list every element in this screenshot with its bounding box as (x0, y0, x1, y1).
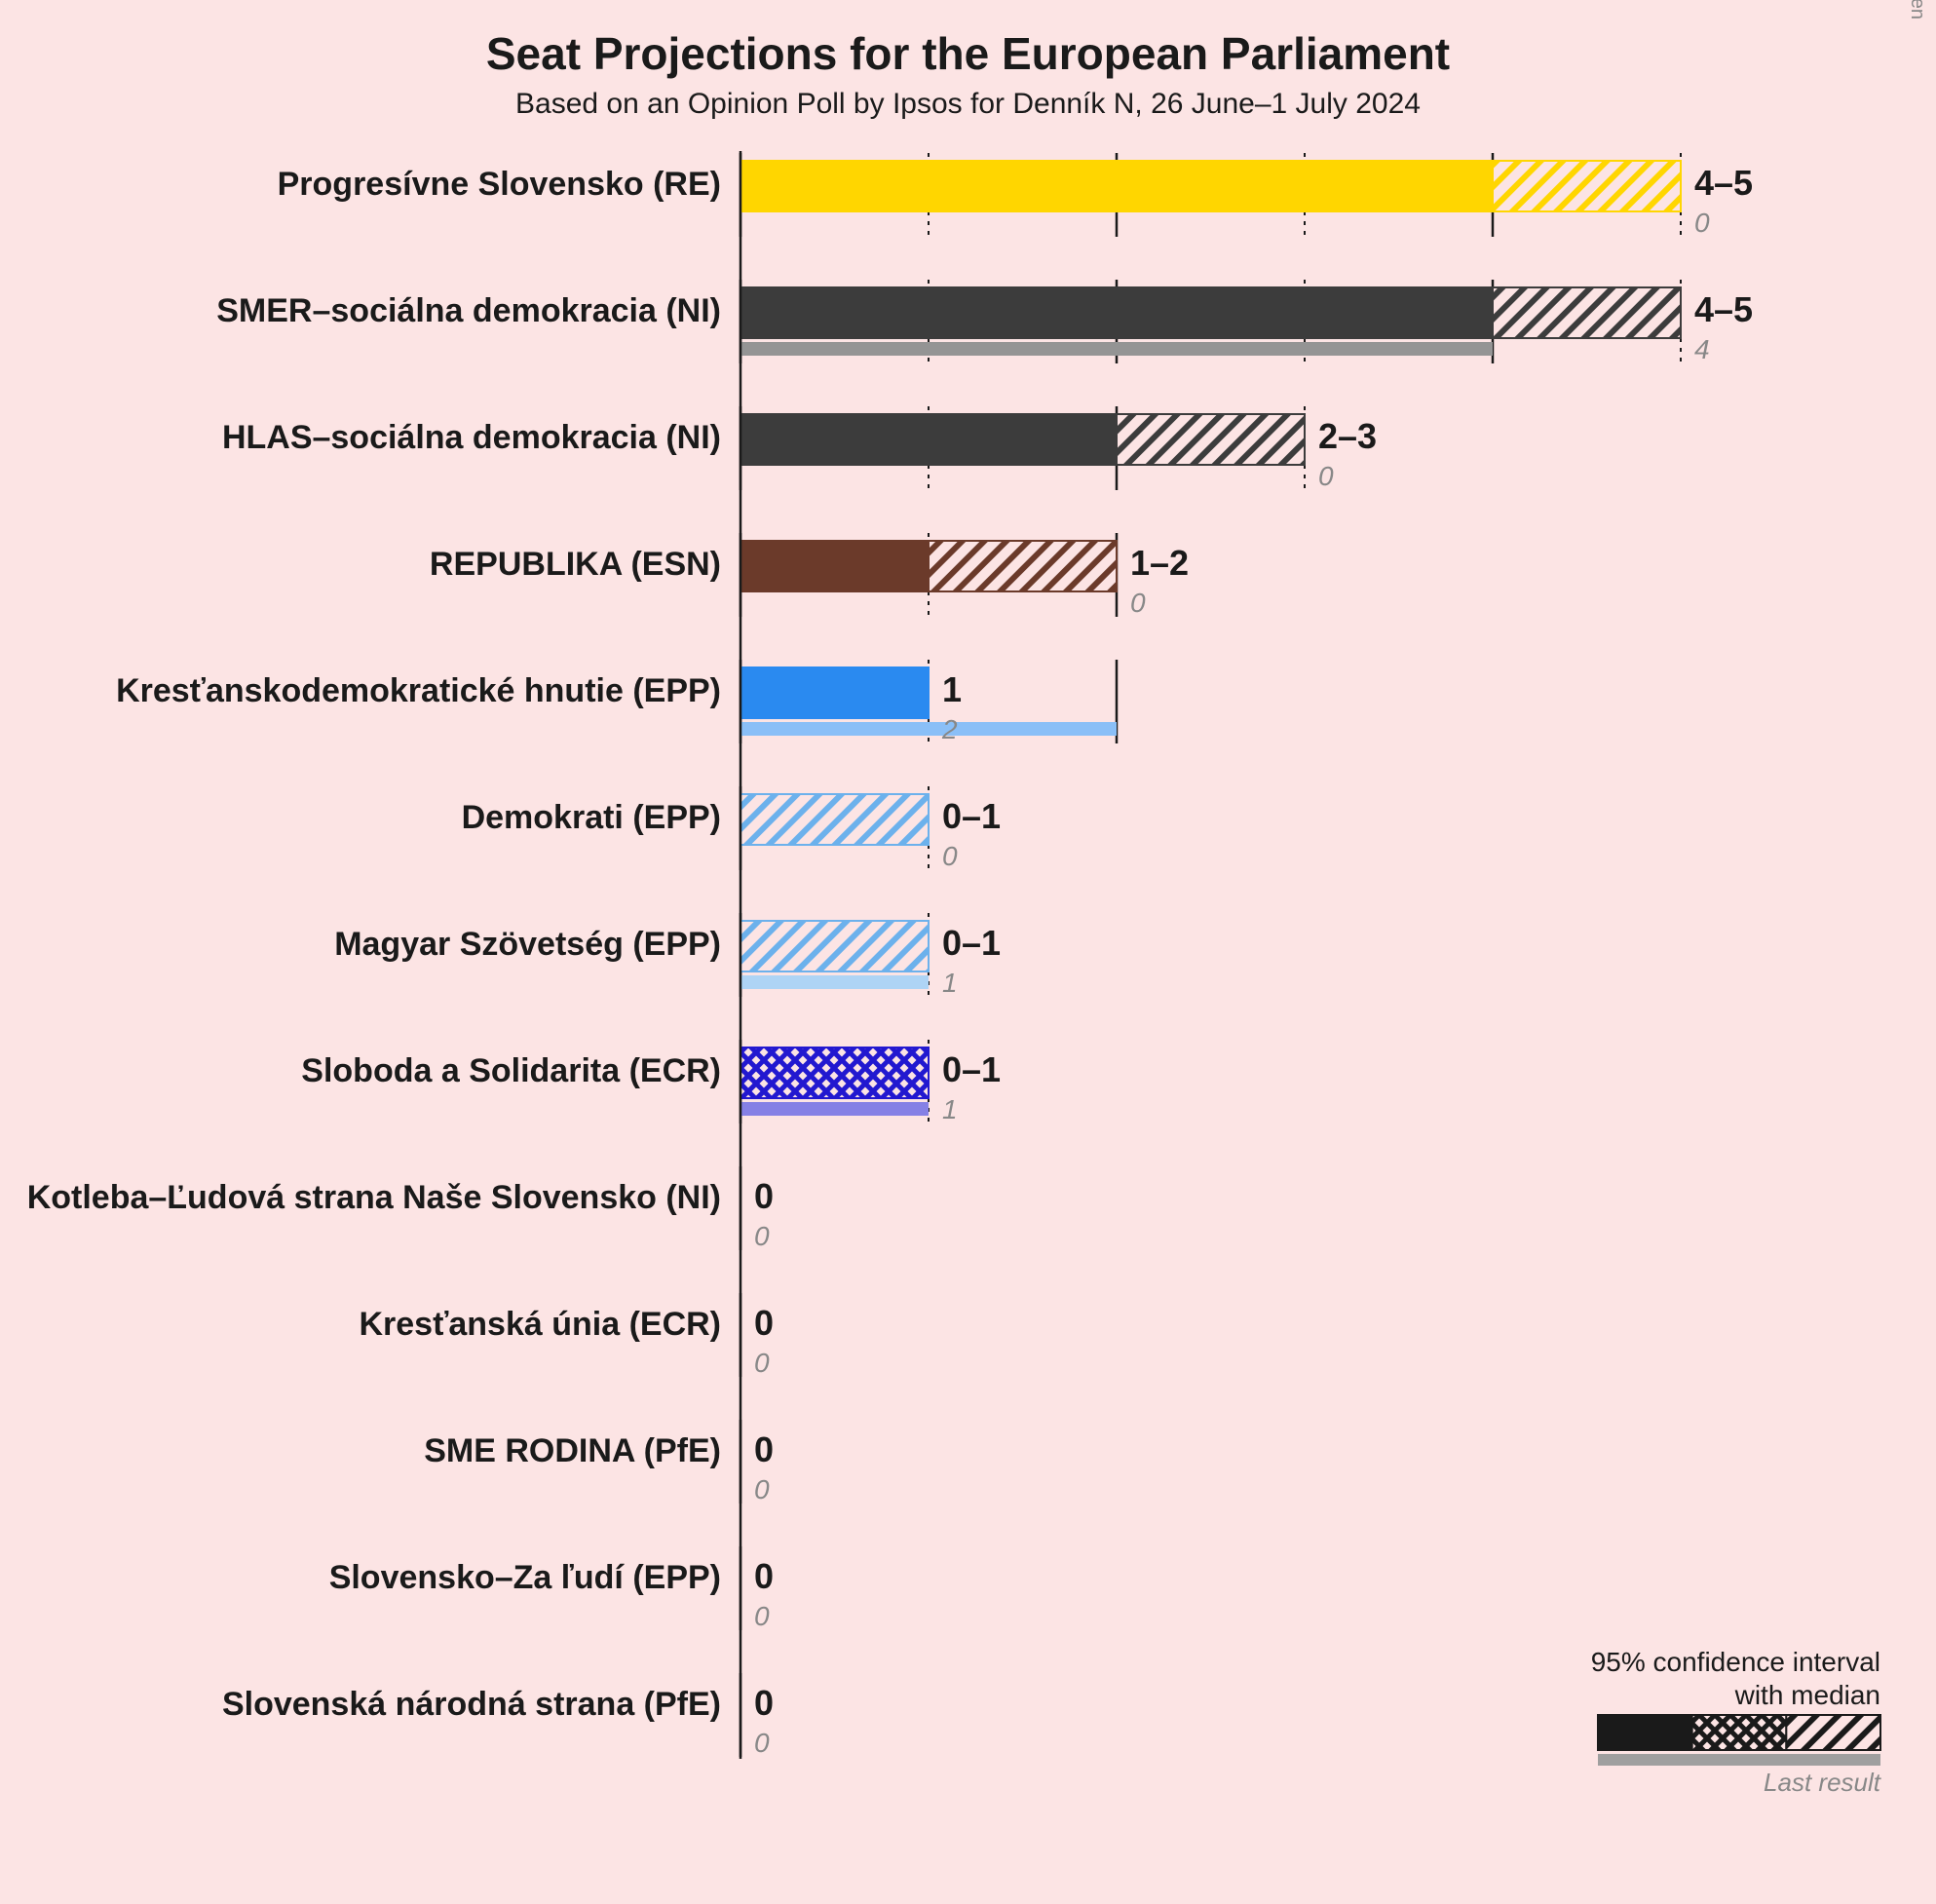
party-label: HLAS–sociálna demokracia (NI) (0, 419, 721, 457)
party-label: SMER–sociálna demokracia (NI) (0, 292, 721, 330)
party-label: Kotleba–Ľudová strana Naše Slovensko (NI… (0, 1179, 721, 1217)
range-label: 4–5 (1694, 289, 1753, 330)
prev-label: 0 (754, 1601, 770, 1632)
party-label: Demokrati (EPP) (0, 799, 721, 837)
party-label: Sloboda a Solidarita (ECR) (0, 1052, 721, 1090)
range-label: 2–3 (1318, 416, 1377, 457)
legend-median-text: with median (0, 1680, 1880, 1711)
range-label: 0 (754, 1303, 774, 1344)
range-label: 0–1 (942, 796, 1001, 837)
range-label: 0–1 (942, 1049, 1001, 1090)
prev-label: 0 (1318, 461, 1334, 492)
party-label: SME RODINA (PfE) (0, 1432, 721, 1470)
prev-label: 0 (754, 1728, 770, 1759)
prev-label: 2 (942, 714, 958, 745)
range-label: 0 (754, 1176, 774, 1217)
party-label: Slovensko–Za ľudí (EPP) (0, 1559, 721, 1597)
prev-label: 0 (754, 1221, 770, 1252)
legend-last-text: Last result (0, 1768, 1880, 1798)
prev-label: 1 (942, 968, 958, 999)
party-label: Progresívne Slovensko (RE) (0, 166, 721, 204)
party-label: Kresťanská únia (ECR) (0, 1306, 721, 1344)
party-label: REPUBLIKA (ESN) (0, 546, 721, 584)
prev-label: 0 (1694, 208, 1710, 239)
prev-label: 1 (942, 1094, 958, 1125)
party-label: Magyar Szövetség (EPP) (0, 926, 721, 964)
range-label: 1 (942, 669, 962, 710)
prev-label: 4 (1694, 334, 1710, 365)
prev-label: 0 (754, 1348, 770, 1379)
legend-ci-text: 95% confidence interval (0, 1647, 1880, 1678)
prev-label: 0 (1130, 588, 1146, 619)
range-label: 0–1 (942, 923, 1001, 964)
range-label: 0 (754, 1429, 774, 1470)
range-label: 4–5 (1694, 163, 1753, 204)
range-label: 1–2 (1130, 543, 1189, 584)
range-label: 0 (754, 1556, 774, 1597)
prev-label: 0 (754, 1474, 770, 1505)
seat-projection-chart: Seat Projections for the European Parlia… (0, 0, 1936, 1904)
party-label: Kresťanskodemokratické hnutie (EPP) (0, 672, 721, 710)
prev-label: 0 (942, 841, 958, 872)
